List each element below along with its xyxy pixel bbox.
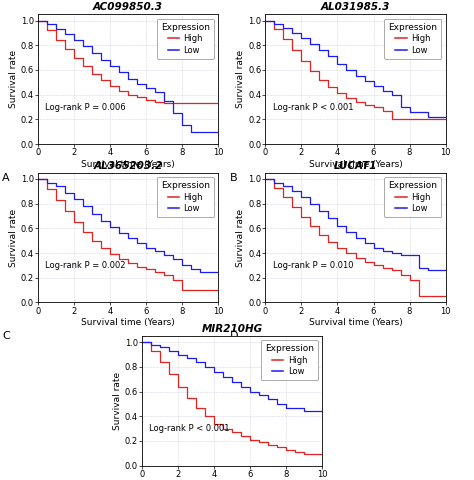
Text: Log-rank P = 0.006: Log-rank P = 0.006 — [45, 103, 126, 111]
Text: Log-rank P < 0.001: Log-rank P < 0.001 — [273, 103, 353, 111]
Y-axis label: Survival rate: Survival rate — [113, 372, 122, 430]
Legend: High, Low: High, Low — [261, 340, 318, 381]
Legend: High, Low: High, Low — [156, 177, 214, 217]
Y-axis label: Survival rate: Survival rate — [236, 50, 245, 108]
X-axis label: Survival time (Years): Survival time (Years) — [309, 318, 402, 327]
Legend: High, Low: High, Low — [384, 19, 441, 59]
Title: MIR210HG: MIR210HG — [202, 324, 263, 334]
Y-axis label: Survival rate: Survival rate — [236, 208, 245, 267]
Title: AL365203.2: AL365203.2 — [93, 161, 163, 170]
Y-axis label: Survival rate: Survival rate — [9, 208, 18, 267]
X-axis label: Survival time (Years): Survival time (Years) — [81, 160, 175, 169]
Title: AC099850.3: AC099850.3 — [93, 2, 163, 12]
Text: Log-rank P = 0.010: Log-rank P = 0.010 — [273, 261, 353, 270]
Text: Log-rank P = 0.002: Log-rank P = 0.002 — [45, 261, 126, 270]
Text: D: D — [229, 331, 238, 341]
Legend: High, Low: High, Low — [384, 177, 441, 217]
Title: AL031985.3: AL031985.3 — [321, 2, 390, 12]
Text: A: A — [2, 172, 9, 182]
Y-axis label: Survival rate: Survival rate — [9, 50, 18, 108]
Text: C: C — [2, 331, 9, 341]
Text: Log-rank P < 0.001: Log-rank P < 0.001 — [149, 424, 230, 433]
Legend: High, Low: High, Low — [156, 19, 214, 59]
Text: B: B — [229, 172, 237, 182]
X-axis label: Survival time (Years): Survival time (Years) — [81, 318, 175, 327]
X-axis label: Survival time (Years): Survival time (Years) — [309, 160, 402, 169]
Title: LUCAT1: LUCAT1 — [334, 161, 377, 170]
